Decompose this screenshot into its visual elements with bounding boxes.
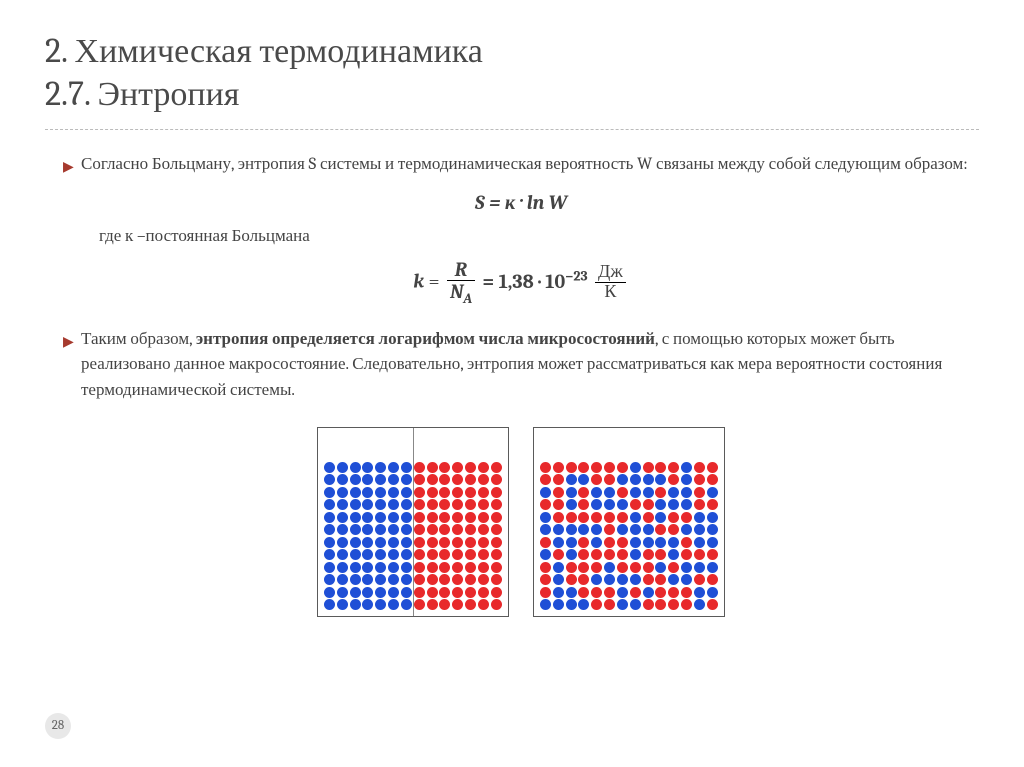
diagram-grid-ordered [324,462,502,611]
formula-fraction-rna: R NA [447,259,475,307]
formula-boltzmann: k = R NA = 1,38 · 10−23 Дж К [63,259,979,307]
sub-text: где к –постоянная Больцмана [63,224,979,250]
bullet-marker-icon: ▶ [63,152,81,178]
bullet-2-text: Таким образом, энтропия определяется лог… [81,327,979,404]
diagram-box-ordered [317,427,509,617]
slide-title: 2. Химическая термодинамика 2.7. Энтропи… [45,30,979,115]
page-number: 28 [45,713,71,739]
formula-value: = 1,38 · 10−23 [482,270,592,293]
diagram-box-mixed [533,427,725,617]
formula-lhs: k [413,270,424,293]
title-line1: 2. Химическая термодинамика [45,31,483,71]
formula-units: Дж К [595,263,626,302]
formula-main: S = к · ln W [63,188,979,218]
bullet-1-text: Согласно Больцману, энтропия S системы и… [81,152,979,178]
diagram-grid-mixed [540,462,718,611]
bullet-2: ▶ Таким образом, энтропия определяется л… [63,327,979,404]
bullet-1: ▶ Согласно Больцману, энтропия S системы… [63,152,979,178]
title-divider [45,129,979,130]
diagram-container [63,427,979,617]
title-line2: 2.7. Энтропия [45,74,239,114]
bullet-marker-icon: ▶ [63,327,81,404]
